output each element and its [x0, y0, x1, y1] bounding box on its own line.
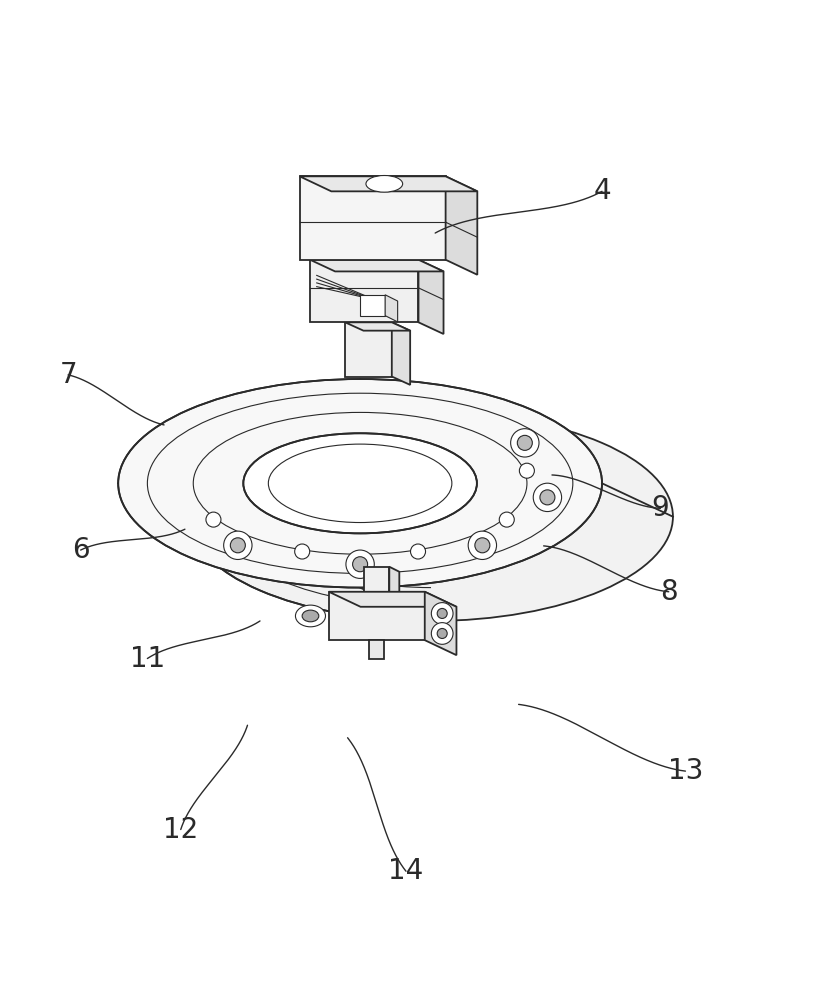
Ellipse shape: [519, 463, 533, 478]
Ellipse shape: [410, 544, 425, 559]
Polygon shape: [445, 176, 477, 275]
Ellipse shape: [431, 603, 452, 624]
Text: 12: 12: [163, 816, 198, 844]
Polygon shape: [418, 260, 443, 334]
Text: 6: 6: [72, 536, 89, 564]
Polygon shape: [364, 567, 389, 592]
Polygon shape: [344, 322, 391, 377]
Text: 4: 4: [593, 177, 610, 205]
Polygon shape: [309, 260, 418, 322]
Ellipse shape: [533, 483, 561, 512]
Text: 11: 11: [130, 645, 165, 673]
Ellipse shape: [510, 429, 538, 457]
Ellipse shape: [352, 557, 367, 572]
Ellipse shape: [206, 512, 221, 527]
Ellipse shape: [302, 610, 319, 622]
Polygon shape: [329, 592, 456, 607]
Ellipse shape: [118, 379, 601, 588]
Ellipse shape: [243, 433, 477, 533]
Ellipse shape: [467, 531, 496, 559]
Ellipse shape: [436, 608, 446, 618]
Ellipse shape: [294, 544, 309, 559]
Ellipse shape: [295, 605, 325, 627]
Polygon shape: [389, 567, 399, 597]
Polygon shape: [329, 592, 424, 640]
Ellipse shape: [230, 538, 245, 553]
Text: 13: 13: [667, 757, 702, 785]
Polygon shape: [359, 295, 385, 316]
Ellipse shape: [345, 550, 374, 578]
Ellipse shape: [539, 490, 554, 505]
Polygon shape: [391, 322, 410, 385]
Ellipse shape: [223, 531, 252, 559]
Ellipse shape: [431, 623, 452, 644]
Polygon shape: [309, 260, 443, 271]
Polygon shape: [369, 640, 384, 659]
Ellipse shape: [189, 412, 672, 621]
Polygon shape: [299, 176, 477, 191]
Polygon shape: [385, 295, 397, 322]
Ellipse shape: [436, 628, 446, 638]
Polygon shape: [344, 322, 410, 331]
Polygon shape: [424, 592, 456, 655]
Ellipse shape: [498, 512, 513, 527]
Ellipse shape: [517, 435, 532, 450]
Text: 14: 14: [388, 857, 423, 885]
Text: 7: 7: [59, 361, 77, 389]
Ellipse shape: [474, 538, 489, 553]
Ellipse shape: [365, 175, 402, 192]
Text: 8: 8: [659, 578, 677, 606]
Polygon shape: [299, 176, 445, 260]
Text: 9: 9: [650, 494, 669, 522]
